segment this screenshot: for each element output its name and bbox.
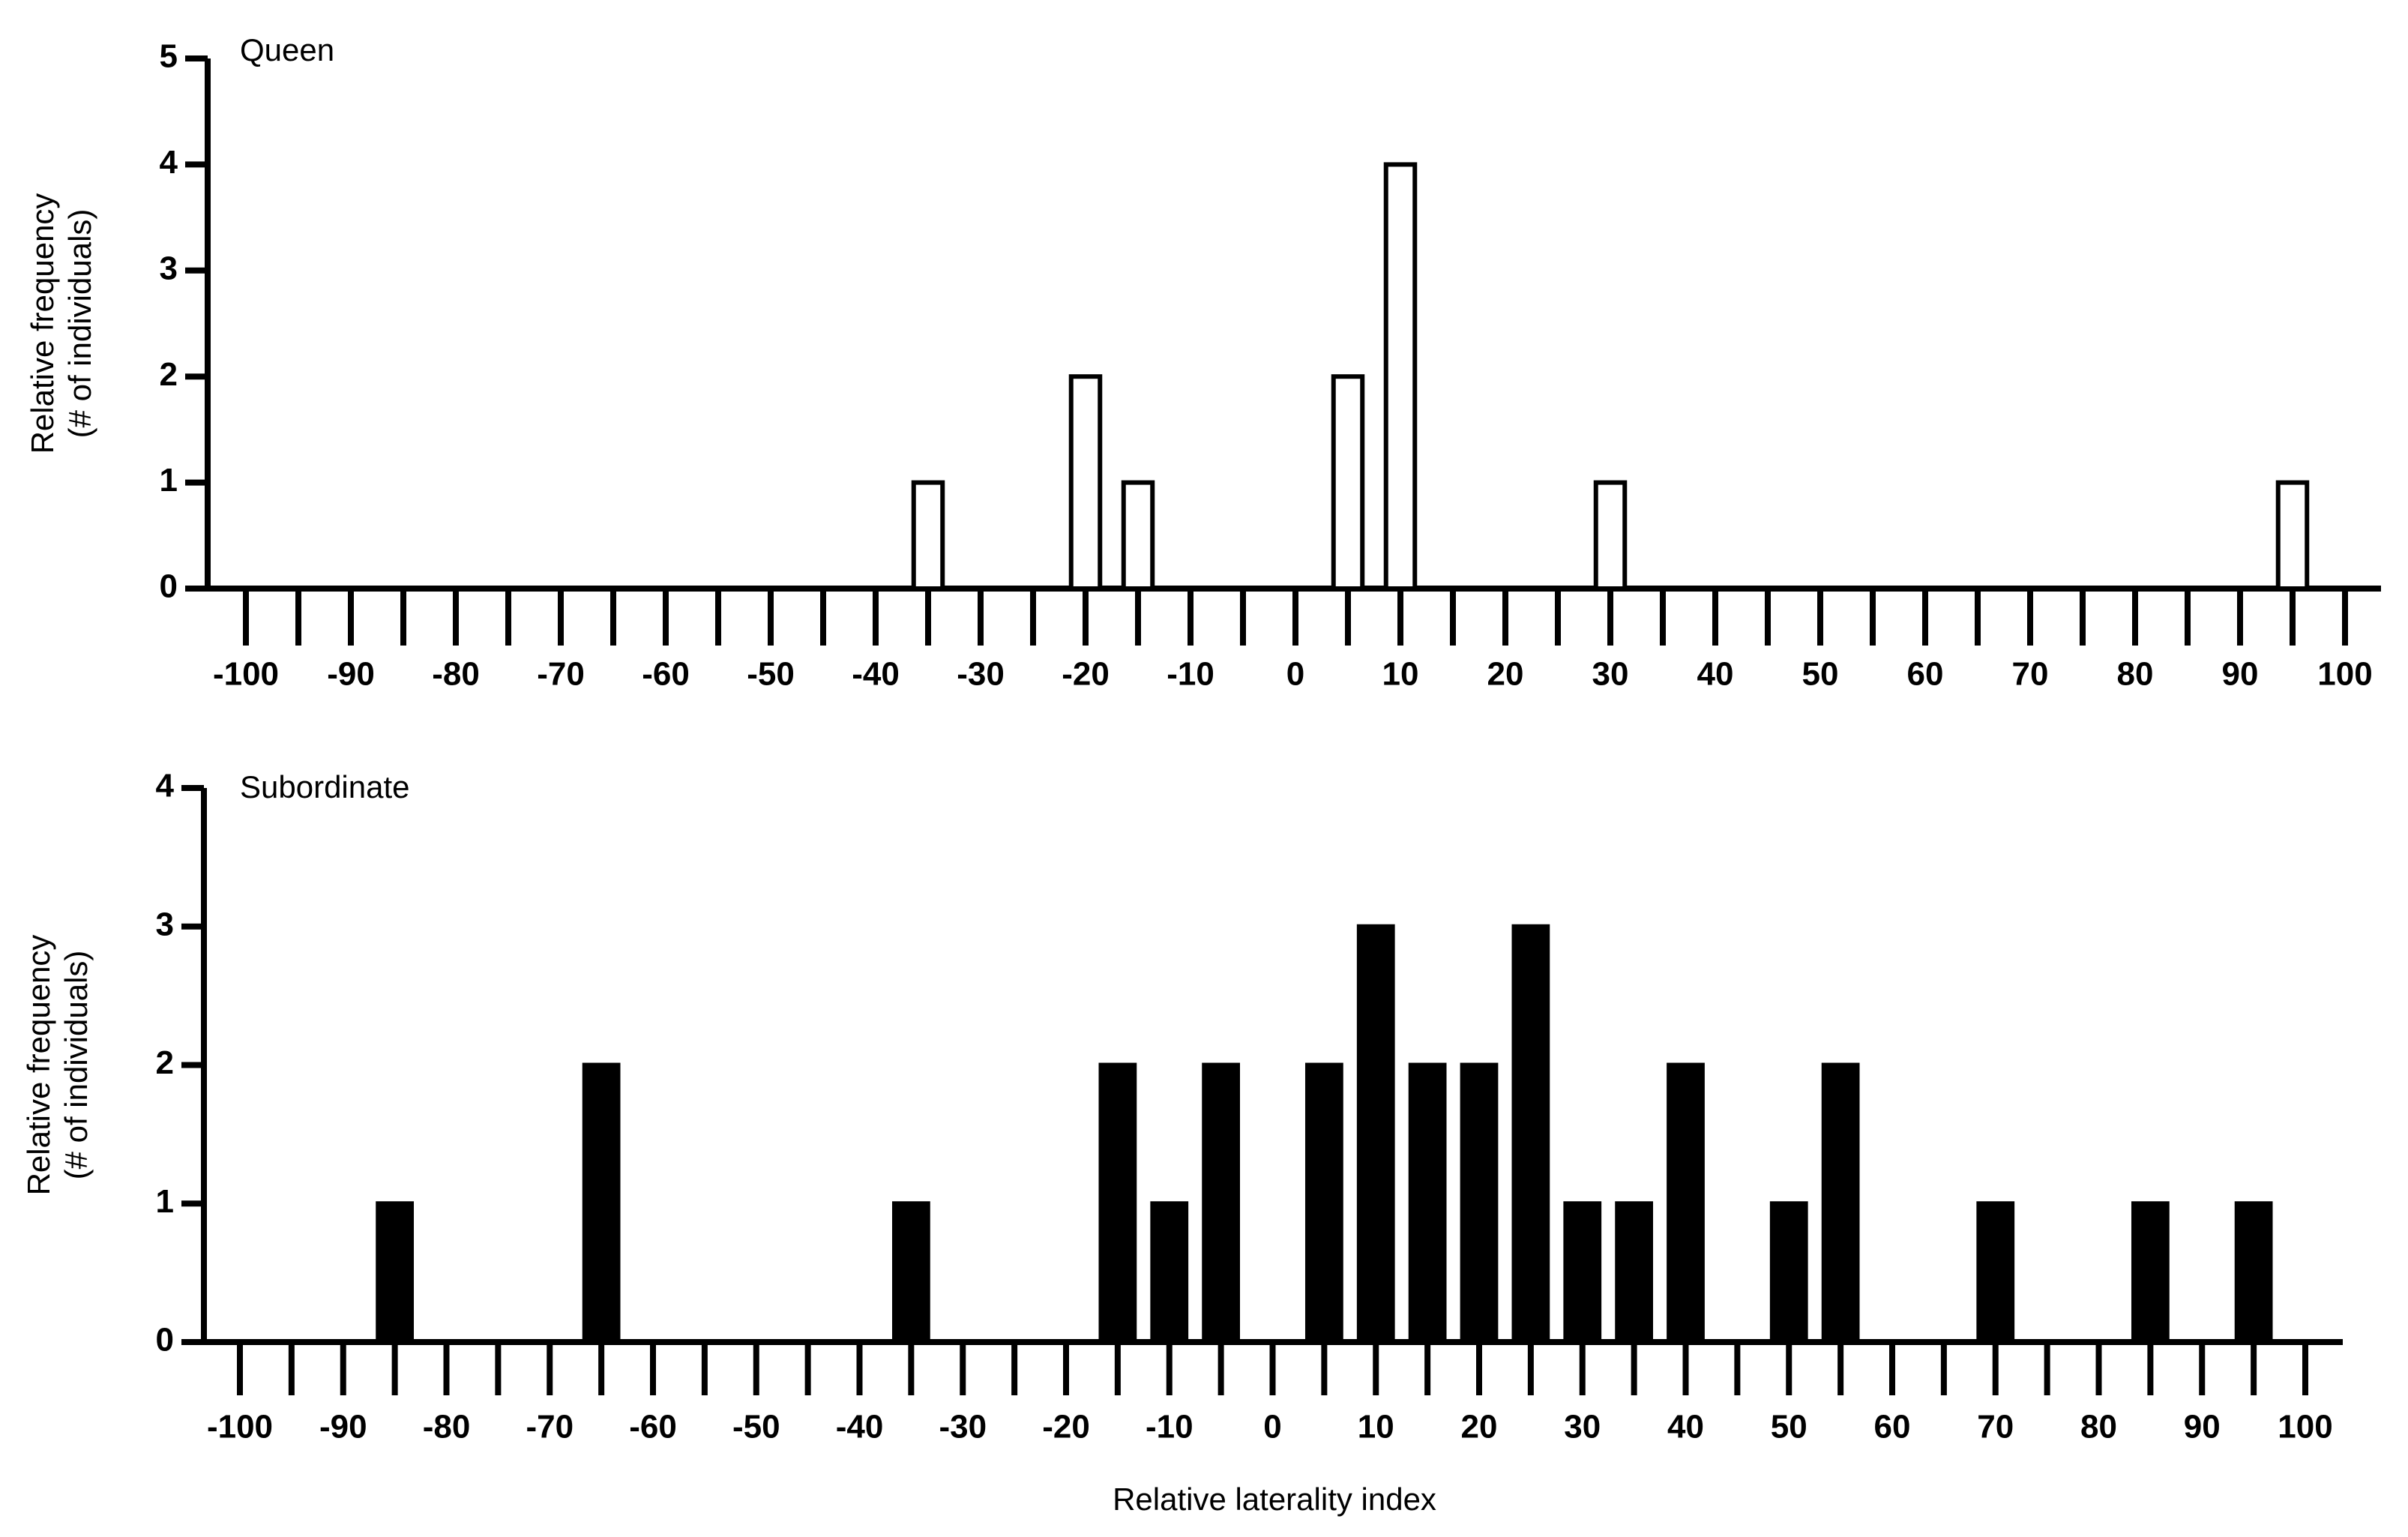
- x-tick-label: 90: [2222, 656, 2259, 693]
- bar: [891, 1201, 930, 1344]
- y-axis-label: Relative frequency: [21, 935, 56, 1196]
- bar: [1356, 924, 1395, 1344]
- bar: [582, 1062, 621, 1344]
- x-tick-label: -100: [213, 656, 279, 693]
- x-tick-label: -30: [957, 656, 1005, 693]
- bar: [1304, 1062, 1343, 1344]
- x-tick-label: 100: [2278, 1409, 2332, 1446]
- x-tick-label: 60: [1907, 656, 1944, 693]
- bar: [2131, 1201, 2170, 1344]
- y-tick-label: 4: [160, 144, 178, 181]
- y-tick-label: 1: [156, 1183, 174, 1220]
- y-tick-label: 2: [156, 1044, 174, 1081]
- x-tick-label: -90: [319, 1409, 367, 1446]
- bar: [1383, 162, 1418, 591]
- x-tick-label: -40: [836, 1409, 884, 1446]
- y-tick-label: 1: [160, 462, 178, 499]
- y-tick-label: 0: [160, 568, 178, 605]
- y-tick-label: 2: [160, 356, 178, 393]
- x-tick-label: -30: [939, 1409, 987, 1446]
- x-tick-label: -70: [537, 656, 585, 693]
- panel-label: Subordinate: [240, 769, 410, 804]
- x-tick-label: -60: [642, 656, 690, 693]
- x-tick-label: -10: [1167, 656, 1214, 693]
- x-tick-label: 80: [2117, 656, 2154, 693]
- bar: [1769, 1201, 1808, 1344]
- x-tick-label: 50: [1802, 656, 1839, 693]
- bar: [1821, 1062, 1860, 1344]
- bar: [1563, 1201, 1602, 1344]
- x-tick-label: 0: [1263, 1409, 1281, 1446]
- x-tick-label: -80: [423, 1409, 471, 1446]
- x-tick-label: -10: [1146, 1409, 1194, 1446]
- bar: [1408, 1062, 1447, 1344]
- bar: [1615, 1201, 1654, 1344]
- bar: [1121, 480, 1155, 591]
- x-tick-label: -80: [432, 656, 480, 693]
- x-tick-label: 70: [1977, 1409, 2014, 1446]
- x-tick-label: 30: [1592, 656, 1629, 693]
- bar: [1976, 1201, 2015, 1344]
- x-tick-label: 60: [1874, 1409, 1911, 1446]
- x-tick-label: 10: [1358, 1409, 1394, 1446]
- x-tick-label: -20: [1062, 656, 1110, 693]
- bar: [376, 1201, 415, 1344]
- x-tick-label: 100: [2317, 656, 2372, 693]
- y-tick-label: 3: [160, 250, 178, 286]
- x-tick-label: 90: [2184, 1409, 2221, 1446]
- x-tick-label: 20: [1487, 656, 1524, 693]
- bar: [1460, 1062, 1499, 1344]
- y-tick-label: 5: [160, 38, 178, 75]
- y-tick-label: 3: [156, 906, 174, 942]
- y-axis-label: Relative frequency: [25, 193, 60, 454]
- x-tick-label: -60: [629, 1409, 677, 1446]
- x-tick-label: 10: [1382, 656, 1419, 693]
- bar: [2275, 480, 2310, 591]
- bar: [1150, 1201, 1189, 1344]
- bar: [2234, 1201, 2273, 1344]
- x-tick-label: 20: [1461, 1409, 1498, 1446]
- x-tick-label: 0: [1286, 656, 1304, 693]
- y-axis-label: (# of individuals): [62, 209, 97, 439]
- x-tick-label: -50: [732, 1409, 780, 1446]
- bar: [1593, 480, 1628, 591]
- x-tick-label: -100: [207, 1409, 273, 1446]
- bar: [1068, 374, 1103, 591]
- x-axis-label: Relative laterality index: [1113, 1482, 1436, 1517]
- bar: [1202, 1062, 1241, 1344]
- bar: [911, 480, 945, 591]
- bar: [1667, 1062, 1705, 1344]
- y-tick-label: 4: [156, 768, 175, 804]
- x-tick-label: 80: [2080, 1409, 2117, 1446]
- bar: [1098, 1062, 1137, 1344]
- bar: [1511, 924, 1550, 1344]
- x-tick-label: 40: [1697, 656, 1734, 693]
- x-tick-label: 30: [1564, 1409, 1601, 1446]
- x-tick-label: 50: [1771, 1409, 1807, 1446]
- x-tick-label: -40: [852, 656, 900, 693]
- x-tick-label: -50: [747, 656, 795, 693]
- x-tick-label: -90: [327, 656, 375, 693]
- x-tick-label: -20: [1042, 1409, 1090, 1446]
- y-axis-label: (# of individuals): [58, 951, 94, 1180]
- x-tick-label: -70: [526, 1409, 574, 1446]
- x-tick-label: 40: [1667, 1409, 1704, 1446]
- x-tick-label: 70: [2012, 656, 2049, 693]
- bar: [1331, 374, 1365, 591]
- panel-label: Queen: [240, 32, 334, 67]
- y-tick-label: 0: [156, 1322, 174, 1359]
